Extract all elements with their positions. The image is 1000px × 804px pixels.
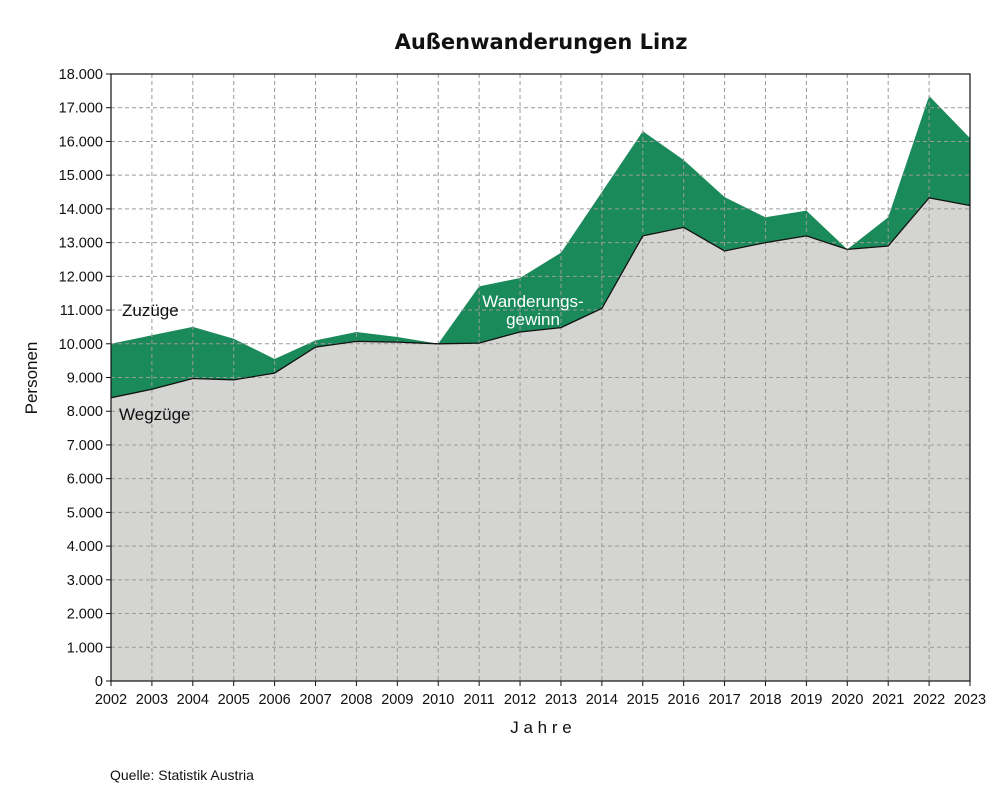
x-tick-label: 2008 [340, 692, 372, 708]
x-tick-label: 2019 [790, 692, 822, 708]
annotation-wegzuege: Wegzüge [119, 405, 191, 424]
x-tick-label: 2013 [545, 692, 577, 708]
y-tick-label: 7.000 [67, 438, 103, 454]
x-axis-ticks: 2002 2003 2004 2005 2006 2007 2008 2009 2010 2011… [95, 681, 986, 708]
annotation-wanderungsgewinn-line1: Wanderungs- [482, 292, 583, 311]
chart-title: Außenwanderungen Linz [395, 30, 688, 54]
x-tick-label: 2003 [136, 692, 168, 708]
y-tick-label: 6.000 [67, 472, 103, 488]
y-tick-label: 10.000 [59, 337, 103, 353]
x-tick-label: 2015 [627, 692, 659, 708]
x-tick-label: 2018 [749, 692, 781, 708]
x-tick-label: 2009 [381, 692, 413, 708]
x-tick-label: 2014 [586, 692, 618, 708]
x-tick-label: 2012 [504, 692, 536, 708]
x-tick-label: 2023 [954, 692, 986, 708]
x-tick-label: 2011 [464, 692, 495, 708]
y-tick-label: 1.000 [67, 640, 103, 656]
annotation-zuzuege: Zuzüge [122, 301, 179, 320]
gridlines [111, 74, 970, 681]
y-tick-label: 11.000 [60, 303, 103, 319]
y-tick-label: 0 [95, 674, 103, 690]
y-tick-label: 9.000 [67, 371, 103, 387]
annotation-wanderungsgewinn-line2: gewinn [506, 310, 560, 329]
y-tick-label: 15.000 [59, 168, 103, 184]
y-tick-label: 8.000 [67, 404, 103, 420]
area-wegzuege [111, 197, 970, 682]
x-tick-label: 2002 [95, 692, 127, 708]
x-tick-label: 2010 [422, 692, 454, 708]
x-tick-label: 2006 [258, 692, 290, 708]
series-lines [110, 197, 971, 399]
x-tick-label: 2021 [872, 692, 904, 708]
y-axis-ticks: 0 1.000 2.000 3.000 4.000 5.000 6.000 7.000 8.00… [59, 67, 111, 690]
x-tick-label: 2022 [913, 692, 945, 708]
y-tick-label: 12.000 [59, 269, 103, 285]
x-tick-label: 2007 [299, 692, 331, 708]
y-tick-label: 5.000 [67, 505, 103, 521]
y-tick-label: 14.000 [59, 202, 103, 218]
y-tick-label: 18.000 [59, 67, 103, 83]
x-axis-label: J a h r e [510, 718, 571, 737]
y-tick-label: 2.000 [67, 607, 103, 623]
x-tick-label: 2020 [831, 692, 863, 708]
y-tick-label: 13.000 [59, 236, 103, 252]
source-note: Quelle: Statistik Austria [110, 767, 254, 783]
y-tick-label: 16.000 [59, 134, 103, 150]
x-tick-label: 2017 [708, 692, 740, 708]
y-tick-label: 17.000 [59, 101, 103, 117]
x-tick-label: 2016 [668, 692, 700, 708]
x-tick-label: 2004 [177, 692, 209, 708]
y-tick-label: 4.000 [67, 539, 103, 555]
y-tick-label: 3.000 [67, 573, 103, 589]
y-axis-label: Personen [22, 342, 41, 415]
x-tick-label: 2005 [218, 692, 250, 708]
series-line-wegzuege [110, 197, 971, 399]
